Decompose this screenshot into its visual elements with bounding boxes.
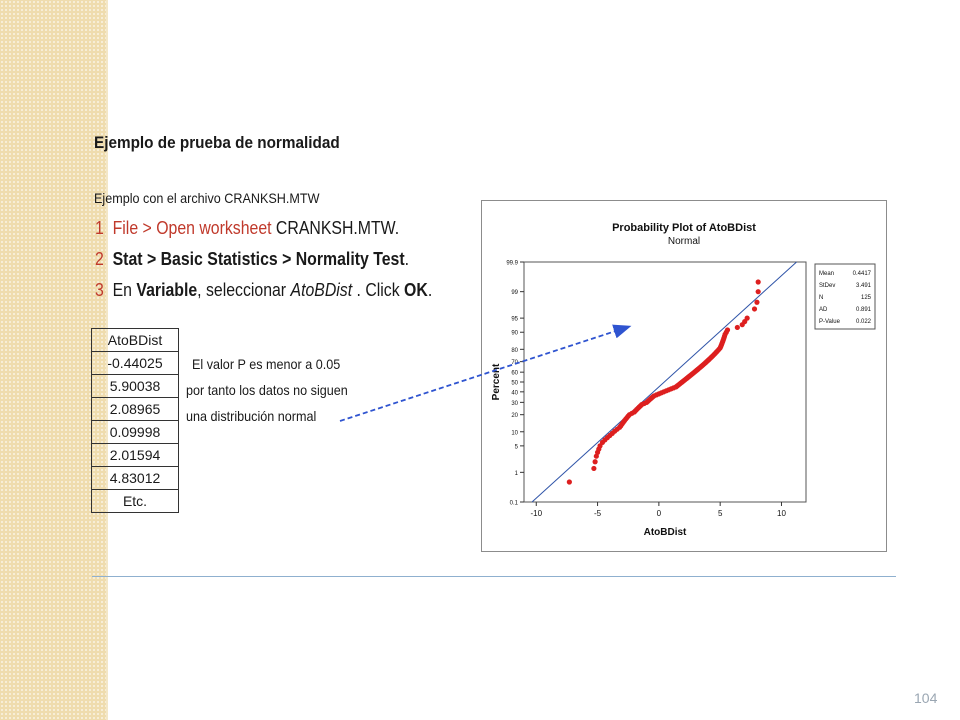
- step-3-variable: Variable: [136, 280, 198, 300]
- probability-plot: Probability Plot of AtoBDist Normal 0.1 1…: [491, 222, 876, 538]
- step-3-number: 3: [95, 280, 104, 300]
- step-3-ok: OK: [404, 280, 428, 300]
- page-number: 104: [914, 690, 938, 706]
- probability-plot-figure: Probability Plot of AtoBDist Normal 0.1 1…: [481, 200, 887, 552]
- stat-label: P-Value: [819, 319, 841, 325]
- y-tick-label: 50: [511, 381, 518, 387]
- table-cell: Etc.: [91, 489, 179, 513]
- y-tick-label: 95: [511, 317, 518, 323]
- stat-value: 125: [861, 295, 872, 301]
- stat-value: 0.4417: [853, 271, 872, 277]
- stat-label: N: [819, 295, 823, 301]
- slide-subtitle: Ejemplo con el archivo CRANKSH.MTW: [94, 190, 320, 206]
- chart-title: Probability Plot of AtoBDist: [612, 222, 756, 234]
- stats-legend-box: Mean 0.4417 StDev 3.491 N 125 AD 0.891 P-Value 0.…: [814, 263, 876, 330]
- stat-value: 0.891: [856, 307, 872, 313]
- x-tick-label: 0: [657, 509, 662, 518]
- table-header-row: AtoBDist: [91, 328, 179, 352]
- table-header-cell: AtoBDist: [91, 328, 179, 352]
- slide-title: Ejemplo de prueba de normalidad: [94, 133, 340, 152]
- table-row: 0.09998: [91, 420, 179, 444]
- data-point: [751, 306, 758, 312]
- data-point: [744, 315, 750, 321]
- table-cell: 5.90038: [91, 374, 179, 398]
- step-1-text: CRANKSH.MTW.: [271, 218, 400, 238]
- stat-label: Mean: [819, 271, 834, 277]
- step-3-pre: En: [112, 280, 137, 300]
- data-point: [734, 324, 740, 331]
- y-tick-label: 20: [511, 413, 518, 419]
- step-3-end: .: [427, 280, 433, 300]
- fit-line: [531, 261, 797, 503]
- step-2-text: .: [404, 249, 410, 269]
- x-tick-label: -10: [530, 509, 542, 518]
- table-row: 2.01594: [91, 443, 179, 467]
- table-row: 4.83012: [91, 466, 179, 490]
- y-tick-label: 70: [511, 360, 518, 366]
- step-3-column: AtoBDist: [290, 280, 353, 300]
- chart-subtitle: Normal: [668, 236, 700, 247]
- data-point: [755, 279, 761, 285]
- step-2-menu-path: Stat > Basic Statistics > Normality Test: [112, 249, 405, 269]
- x-axis: -10 -5 0 5 10: [530, 502, 786, 518]
- table-cell: 0.09998: [91, 420, 179, 444]
- note-line-1: El valor P es menor a 0.05: [192, 356, 341, 372]
- data-point: [755, 289, 761, 295]
- y-tick-label: 90: [511, 331, 518, 337]
- y-tick-label: 0.1: [510, 501, 519, 507]
- y-tick-label: 80: [511, 348, 518, 354]
- table-cell: 2.08965: [91, 397, 179, 421]
- y-tick-label: 40: [511, 390, 518, 396]
- data-point: [592, 459, 598, 465]
- step-3-mid: , seleccionar: [197, 280, 291, 300]
- y-tick-label: 10: [511, 430, 518, 436]
- step-3: 3 En Variable, seleccionar AtoBDist . Cli…: [95, 280, 432, 301]
- step-1: 1 File > Open worksheet CRANKSH.MTW.: [95, 218, 399, 239]
- table-cell: 2.01594: [91, 443, 179, 467]
- table-row: 5.90038: [91, 374, 179, 398]
- step-1-number: 1: [95, 218, 104, 238]
- y-tick-label: 30: [511, 401, 518, 407]
- step-2-number: 2: [95, 249, 104, 269]
- x-axis-label: AtoBDist: [644, 527, 687, 538]
- data-point: [724, 327, 731, 333]
- x-tick-label: 10: [777, 509, 786, 518]
- y-axis: 0.1 1 5 10 20 30 40 50 60 70 80 90 95 99 99.9: [506, 261, 524, 507]
- note-line-3: una distribución normal: [186, 408, 317, 424]
- data-table: AtoBDist -0.44025 5.90038 2.08965 0.0999…: [91, 328, 179, 513]
- footer-divider: [92, 576, 896, 577]
- y-tick-label: 99: [511, 290, 518, 296]
- table-row: Etc.: [91, 489, 179, 513]
- step-3-post: . Click: [352, 280, 405, 300]
- y-tick-label: 99.9: [506, 261, 518, 267]
- table-row: -0.44025: [91, 351, 179, 375]
- y-tick-label: 5: [515, 444, 519, 450]
- data-point: [754, 299, 760, 305]
- data-points: [566, 279, 761, 485]
- step-1-menu-path: File > Open worksheet: [112, 218, 272, 238]
- stat-value: 3.491: [856, 283, 872, 289]
- note-line-2: por tanto los datos no siguen: [186, 382, 348, 398]
- x-tick-label: -5: [594, 509, 602, 518]
- decorative-side-bar: [0, 0, 106, 720]
- y-tick-label: 60: [511, 371, 518, 377]
- table-cell: -0.44025: [91, 351, 179, 375]
- data-point: [566, 479, 572, 485]
- table-row: 2.08965: [91, 397, 179, 421]
- step-2: 2 Stat > Basic Statistics > Normality Tes…: [95, 249, 409, 270]
- x-tick-label: 5: [718, 509, 723, 518]
- data-point: [591, 465, 597, 472]
- y-axis-label: Percent: [491, 363, 502, 400]
- stat-label: AD: [819, 307, 828, 313]
- stat-value: 0.022: [856, 319, 872, 325]
- y-tick-label: 1: [515, 471, 519, 477]
- stat-label: StDev: [819, 283, 835, 289]
- table-cell: 4.83012: [91, 466, 179, 490]
